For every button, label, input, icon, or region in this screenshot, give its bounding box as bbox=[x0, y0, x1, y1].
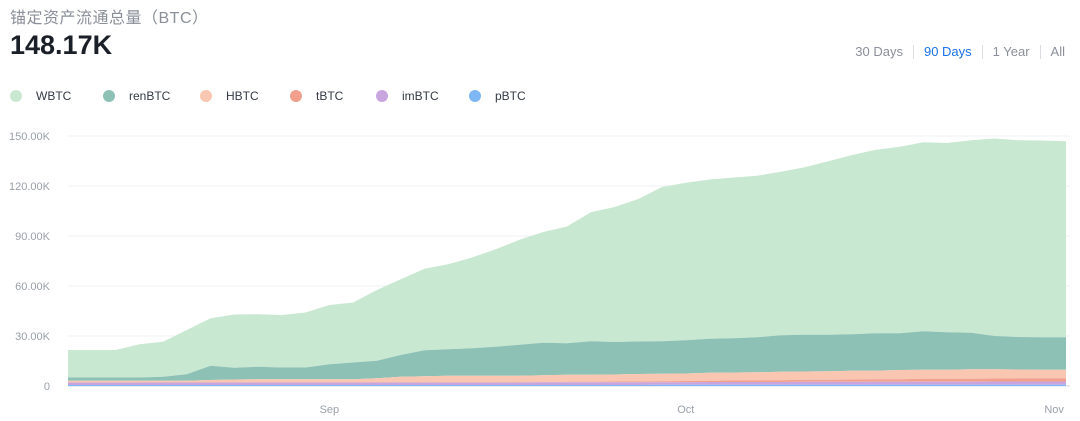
chart-legend: WBTC renBTC HBTC tBTC imBTC pBTC bbox=[10, 89, 559, 103]
legend-item-imbtc[interactable]: imBTC bbox=[376, 89, 469, 103]
area-imbtc bbox=[68, 381, 1066, 385]
range-all-button[interactable]: All bbox=[1050, 44, 1065, 59]
legend-item-renbtc[interactable]: renBTC bbox=[103, 89, 200, 103]
range-divider bbox=[912, 44, 914, 59]
range-1-year-button[interactable]: 1 Year bbox=[992, 44, 1030, 59]
y-tick-label: 30.00K bbox=[15, 331, 51, 343]
x-tick-label: Sep bbox=[320, 404, 340, 416]
legend-label-tbtc: tBTC bbox=[316, 89, 344, 103]
range-divider bbox=[1039, 44, 1041, 59]
area-hbtc bbox=[68, 369, 1066, 383]
current-total-value: 148.17K bbox=[10, 30, 113, 60]
legend-item-tbtc[interactable]: tBTC bbox=[290, 89, 376, 103]
legend-swatch-wbtc bbox=[10, 90, 22, 102]
time-range-selector: 30 Days 90 Days 1 Year All bbox=[854, 44, 1066, 59]
chart-title: 锚定资产流通总量（BTC） bbox=[10, 10, 209, 27]
area-renbtc bbox=[68, 331, 1066, 381]
legend-item-hbtc[interactable]: HBTC bbox=[200, 89, 290, 103]
area-tbtc bbox=[68, 378, 1066, 383]
series-areas bbox=[68, 138, 1066, 386]
range-30-days-button[interactable]: 30 Days bbox=[855, 44, 903, 59]
y-tick-label: 0 bbox=[44, 381, 50, 393]
axes: 0 30.00K 60.00K 90.00K 120.00K 150.00K Sep Oct N… bbox=[9, 131, 1064, 416]
area-pbtc bbox=[68, 384, 1066, 386]
legend-label-renbtc: renBTC bbox=[129, 89, 171, 103]
legend-label-wbtc: WBTC bbox=[36, 89, 72, 103]
legend-item-pbtc[interactable]: pBTC bbox=[469, 89, 559, 103]
legend-swatch-pbtc bbox=[469, 90, 481, 102]
legend-label-hbtc: HBTC bbox=[226, 89, 259, 103]
x-tick-label: Nov bbox=[1044, 404, 1064, 416]
y-tick-label: 90.00K bbox=[15, 231, 51, 243]
legend-swatch-imbtc bbox=[376, 90, 388, 102]
legend-swatch-tbtc bbox=[290, 90, 302, 102]
legend-label-pbtc: pBTC bbox=[495, 89, 526, 103]
legend-label-imbtc: imBTC bbox=[402, 89, 439, 103]
x-tick-label: Oct bbox=[677, 404, 694, 416]
y-tick-label: 60.00K bbox=[15, 281, 51, 293]
y-tick-label: 120.00K bbox=[9, 181, 51, 193]
range-divider bbox=[981, 44, 983, 59]
range-90-days-button[interactable]: 90 Days bbox=[923, 44, 972, 59]
legend-swatch-renbtc bbox=[103, 90, 115, 102]
legend-swatch-hbtc bbox=[200, 90, 212, 102]
legend-item-wbtc[interactable]: WBTC bbox=[10, 89, 103, 103]
area-wbtc bbox=[68, 138, 1066, 378]
y-tick-label: 150.00K bbox=[9, 131, 51, 143]
